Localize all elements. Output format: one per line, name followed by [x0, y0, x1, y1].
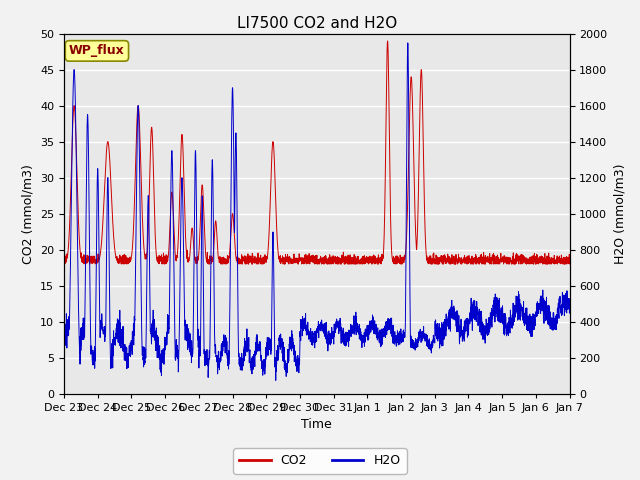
Y-axis label: H2O (mmol/m3): H2O (mmol/m3) — [613, 163, 626, 264]
X-axis label: Time: Time — [301, 418, 332, 431]
Title: LI7500 CO2 and H2O: LI7500 CO2 and H2O — [237, 16, 397, 31]
Text: WP_flux: WP_flux — [69, 44, 125, 58]
Y-axis label: CO2 (mmol/m3): CO2 (mmol/m3) — [22, 164, 35, 264]
Legend: CO2, H2O: CO2, H2O — [233, 448, 407, 474]
